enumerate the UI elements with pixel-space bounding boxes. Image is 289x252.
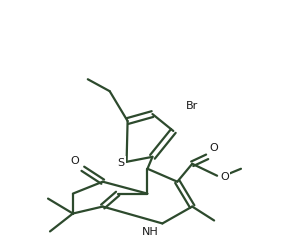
Text: Br: Br bbox=[186, 101, 199, 111]
Text: O: O bbox=[70, 155, 79, 165]
Text: NH: NH bbox=[142, 227, 158, 237]
Text: S: S bbox=[118, 157, 125, 167]
Text: O: O bbox=[220, 171, 229, 181]
Text: O: O bbox=[209, 142, 218, 152]
